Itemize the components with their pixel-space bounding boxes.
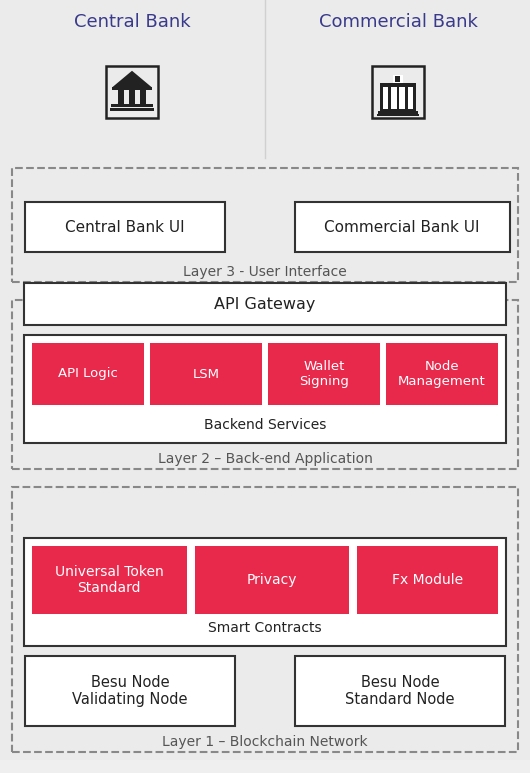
Text: Layer 2 – Back-end Application: Layer 2 – Back-end Application <box>157 452 373 466</box>
Bar <box>386 343 498 405</box>
Text: API Logic: API Logic <box>58 367 118 380</box>
Text: Backend Services: Backend Services <box>204 418 326 432</box>
Bar <box>0 0 530 158</box>
Bar <box>295 202 510 252</box>
Bar <box>24 283 506 325</box>
Bar <box>195 546 349 614</box>
Bar <box>408 87 413 109</box>
Bar <box>129 90 135 104</box>
Bar <box>111 104 153 107</box>
Text: API Gateway: API Gateway <box>214 297 316 312</box>
Bar <box>12 300 518 469</box>
Text: LSM: LSM <box>192 367 219 380</box>
Text: Layer 3 - User Interface: Layer 3 - User Interface <box>183 265 347 279</box>
Bar <box>32 343 144 405</box>
Bar <box>372 66 424 117</box>
Bar <box>140 90 146 104</box>
Text: Central Bank: Central Bank <box>74 13 190 31</box>
Bar <box>24 538 506 646</box>
Bar <box>0 158 530 290</box>
Text: Node
Management: Node Management <box>398 360 486 388</box>
Bar <box>24 335 506 443</box>
Bar <box>12 487 518 752</box>
Bar <box>383 87 388 109</box>
Text: Besu Node
Validating Node: Besu Node Validating Node <box>72 675 188 707</box>
Text: Layer 1 – Blockchain Network: Layer 1 – Blockchain Network <box>162 735 368 749</box>
Text: Central Bank UI: Central Bank UI <box>65 220 185 234</box>
Bar <box>25 202 225 252</box>
Text: Smart Contracts: Smart Contracts <box>208 621 322 635</box>
Bar <box>268 343 380 405</box>
Bar <box>357 546 498 614</box>
Bar <box>12 168 518 282</box>
Bar <box>295 656 505 726</box>
Bar <box>400 87 405 109</box>
Bar <box>395 76 400 82</box>
Text: Wallet
Signing: Wallet Signing <box>299 360 349 388</box>
Text: Privacy: Privacy <box>247 573 297 587</box>
Text: Fx Module: Fx Module <box>392 573 463 587</box>
Bar <box>110 108 154 111</box>
Text: Commercial Bank UI: Commercial Bank UI <box>324 220 480 234</box>
Bar <box>32 546 187 614</box>
Bar <box>118 90 124 104</box>
Bar <box>150 343 262 405</box>
Bar <box>393 75 403 83</box>
Bar <box>391 87 396 109</box>
Bar <box>112 87 152 90</box>
Text: Besu Node
Standard Node: Besu Node Standard Node <box>345 675 455 707</box>
Polygon shape <box>112 71 152 87</box>
Bar <box>0 290 530 477</box>
Bar <box>378 111 418 114</box>
Text: Commercial Bank: Commercial Bank <box>319 13 478 31</box>
Bar <box>380 83 416 111</box>
Bar <box>377 114 419 117</box>
Bar <box>106 66 158 117</box>
Bar <box>25 656 235 726</box>
Text: Universal Token
Standard: Universal Token Standard <box>55 565 164 595</box>
Bar <box>0 477 530 760</box>
